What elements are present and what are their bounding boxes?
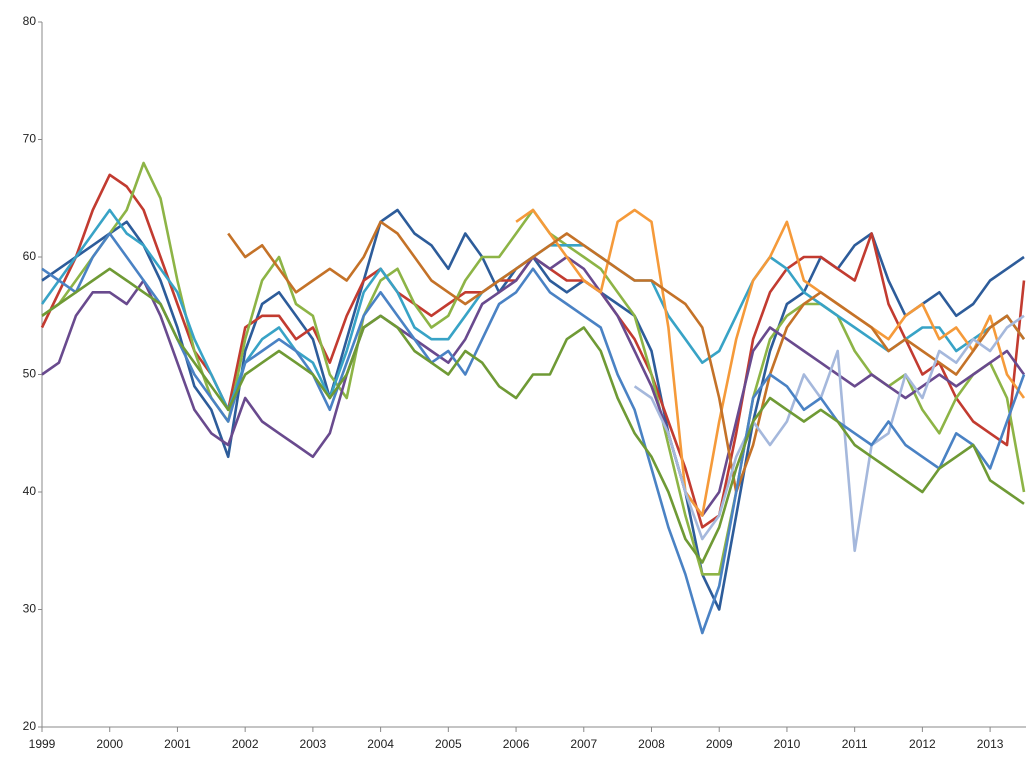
series-line bbox=[41, 232, 1026, 635]
y-tick-label: 40 bbox=[23, 484, 37, 498]
x-tick-label: 2010 bbox=[774, 737, 801, 751]
x-tick-label: 2002 bbox=[232, 737, 259, 751]
y-tick-label: 70 bbox=[23, 132, 37, 146]
series-line bbox=[633, 314, 1025, 553]
y-tick-label: 60 bbox=[23, 249, 37, 263]
series-line bbox=[40, 208, 1026, 412]
y-tick-label: 80 bbox=[23, 14, 37, 28]
x-tick-label: 2012 bbox=[909, 737, 936, 751]
series-line bbox=[515, 208, 1026, 517]
x-tick-label: 2013 bbox=[977, 737, 1004, 751]
x-tick-label: 2006 bbox=[503, 737, 530, 751]
series-line bbox=[227, 220, 1026, 494]
x-tick-label: 2009 bbox=[706, 737, 733, 751]
x-tick-label: 2003 bbox=[300, 737, 327, 751]
y-tick-label: 30 bbox=[23, 602, 37, 616]
x-tick-label: 2007 bbox=[570, 737, 597, 751]
x-tick-label: 2008 bbox=[638, 737, 665, 751]
x-tick-label: 2000 bbox=[96, 737, 123, 751]
x-tick-label: 2004 bbox=[367, 737, 394, 751]
x-tick-label: 2011 bbox=[842, 737, 868, 751]
y-tick-label: 20 bbox=[23, 719, 37, 733]
series-line bbox=[41, 255, 1026, 517]
series-line bbox=[41, 267, 1025, 564]
y-tick-label: 50 bbox=[23, 367, 37, 381]
x-tick-label: 2001 bbox=[164, 737, 191, 751]
series-line bbox=[40, 173, 1026, 529]
x-tick-label: 2005 bbox=[435, 737, 462, 751]
x-tick-label: 1999 bbox=[29, 737, 56, 751]
